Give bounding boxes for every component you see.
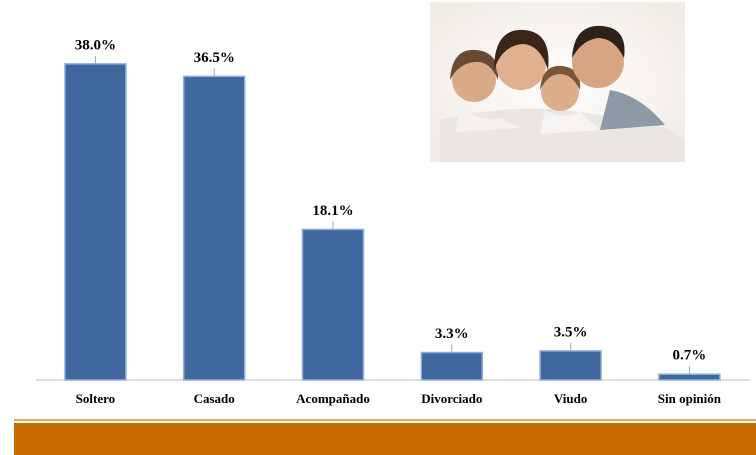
x-tick-label: Acompañado — [296, 391, 370, 406]
value-label: 3.5% — [554, 324, 588, 340]
x-tick-label: Sin opinión — [658, 391, 722, 406]
bar — [658, 373, 721, 381]
family-photo — [430, 2, 685, 162]
value-label: 36.5% — [194, 50, 235, 66]
value-label: 18.1% — [312, 203, 353, 219]
x-tick-label: Soltero — [76, 391, 115, 406]
value-label: 0.7% — [673, 348, 707, 364]
bar — [420, 351, 484, 381]
x-tick-label: Viudo — [554, 391, 587, 406]
value-label: 38.0% — [75, 37, 116, 53]
x-tick-label: Casado — [194, 391, 235, 406]
bar — [301, 228, 365, 381]
bar — [182, 75, 246, 381]
value-label: 3.3% — [435, 326, 469, 342]
footer-bar — [14, 423, 756, 455]
bar — [539, 350, 602, 381]
bar — [64, 63, 127, 381]
x-tick-label: Divorciado — [421, 391, 482, 406]
